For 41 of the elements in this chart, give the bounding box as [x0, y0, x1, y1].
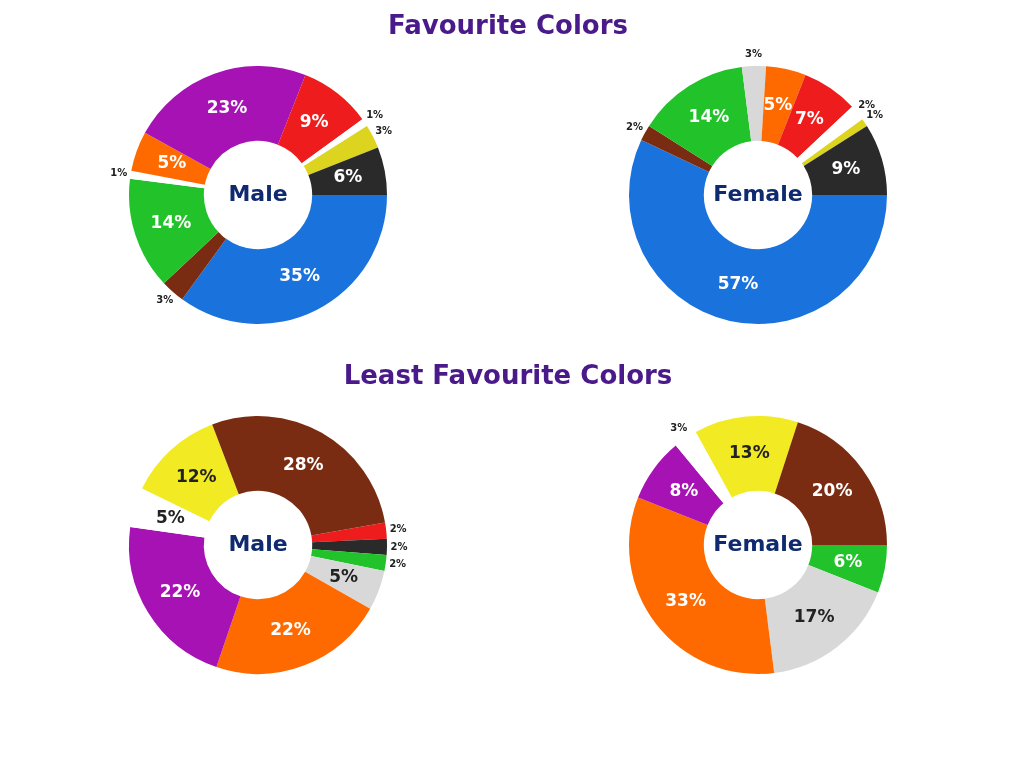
data-label: 20% [811, 479, 853, 500]
data-label: 14% [688, 106, 730, 127]
text: Least Favourite Colors [342, 360, 674, 390]
data-label: 9% [831, 157, 861, 178]
data-label: 7% [795, 107, 824, 128]
text: Female [713, 530, 803, 556]
data-label: 8% [669, 479, 699, 500]
data-label: 3% [670, 421, 688, 433]
text: Male [228, 180, 288, 206]
data-label: 3% [156, 294, 174, 306]
data-label: 2% [389, 558, 407, 570]
data-label: 1% [866, 109, 884, 121]
text: Male [228, 530, 288, 556]
data-label: 3% [375, 124, 393, 136]
data-label: 28% [282, 453, 324, 474]
data-label: 5% [329, 565, 359, 586]
data-label: 9% [299, 111, 329, 132]
data-label: 6% [833, 550, 863, 571]
data-label: 2% [625, 120, 643, 132]
data-label: 3% [745, 47, 763, 59]
text: Favourite Colors [387, 10, 629, 40]
data-label: 6% [333, 166, 363, 187]
data-label: 2% [389, 522, 407, 534]
data-label: 5% [155, 506, 185, 527]
data-label: 22% [159, 581, 201, 602]
data-label: 1% [110, 166, 128, 178]
data-label: 14% [150, 211, 192, 232]
data-label: 2% [390, 540, 408, 552]
data-label: 22% [270, 619, 311, 640]
data-label: 5% [763, 94, 793, 115]
text: Female [713, 180, 803, 206]
data-label: 23% [206, 97, 248, 118]
data-label: 33% [665, 589, 706, 610]
data-label: 1% [366, 109, 384, 121]
data-label: 57% [717, 272, 759, 293]
data-label: 2% [858, 98, 876, 110]
data-label: 12% [175, 465, 217, 486]
data-label: 35% [279, 265, 320, 286]
data-label: 5% [157, 152, 187, 173]
data-label: 17% [793, 605, 835, 626]
data-label: 13% [729, 442, 770, 463]
